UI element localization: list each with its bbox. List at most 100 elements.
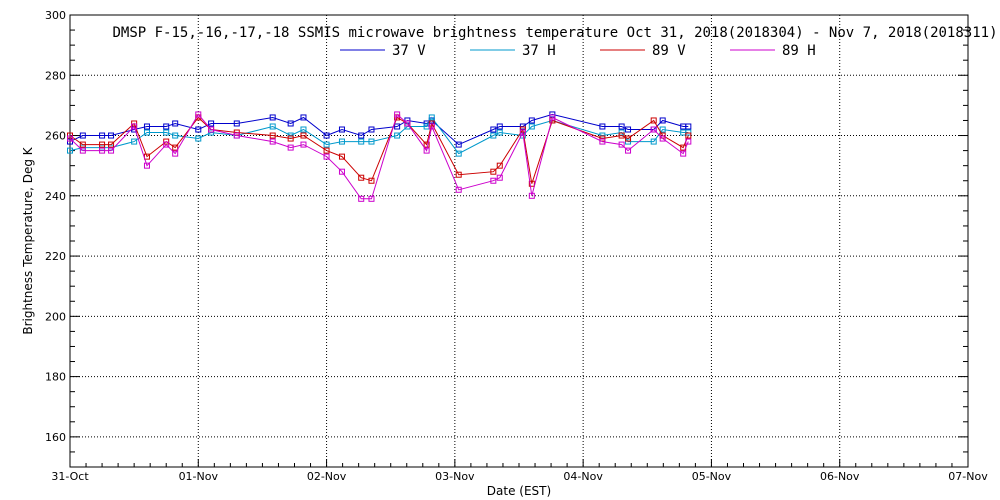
data-point-37-h: [300, 126, 307, 133]
data-point-37-h: [528, 123, 535, 130]
data-point-89-h: [519, 129, 526, 136]
data-point-89-h: [143, 162, 150, 169]
data-point-89-h: [404, 120, 411, 127]
data-point-37-h: [131, 138, 138, 145]
y-tick-label: 180: [45, 371, 66, 384]
data-point-37-v: [208, 120, 215, 127]
data-point-37-v: [394, 123, 401, 130]
data-point-37-v: [490, 126, 497, 133]
data-point-89-h: [618, 141, 625, 148]
data-point-89-h: [685, 138, 692, 145]
y-tick-label: 160: [45, 431, 66, 444]
data-point-89-v: [338, 153, 345, 160]
series-line-89-h: [69, 113, 689, 200]
data-point-89-h: [67, 135, 73, 142]
data-point-37-v: [99, 132, 106, 139]
data-point-37-h: [490, 132, 497, 139]
x-tick-label: 05-Nov: [692, 470, 732, 483]
data-point-37-v: [143, 123, 150, 130]
data-point-89-h: [599, 138, 606, 145]
data-point-37-h: [428, 114, 435, 121]
data-point-37-h: [208, 129, 215, 136]
data-point-89-v: [455, 171, 462, 178]
data-point-89-h: [358, 195, 365, 202]
data-point-89-h: [287, 144, 294, 151]
data-point-89-h: [496, 174, 503, 181]
data-point-89-h: [131, 123, 138, 130]
series-89-h: [67, 111, 692, 202]
data-point-89-v: [490, 168, 497, 175]
x-tick-label: 06-Nov: [820, 470, 860, 483]
y-tick-label: 240: [45, 190, 66, 203]
data-point-37-v: [195, 126, 202, 133]
data-point-37-h: [659, 126, 666, 133]
data-point-37-v: [300, 114, 307, 121]
data-point-37-v: [455, 141, 462, 148]
data-point-89-v: [287, 135, 294, 142]
data-point-89-h: [195, 111, 202, 118]
data-point-89-h: [428, 123, 435, 130]
data-point-89-h: [490, 177, 497, 184]
grid: [70, 15, 968, 467]
data-point-89-v: [685, 132, 692, 139]
data-point-89-h: [394, 111, 401, 118]
data-point-89-h: [269, 138, 276, 145]
data-point-37-h: [368, 138, 375, 145]
legend-label-37-v: 37 V: [392, 43, 426, 59]
data-point-37-v: [108, 132, 115, 139]
data-point-89-h: [208, 126, 215, 133]
data-point-89-v: [528, 180, 535, 187]
data-point-89-v: [423, 141, 430, 148]
y-tick-label: 300: [45, 9, 66, 22]
data-point-37-h: [338, 138, 345, 145]
x-tick-label: 03-Nov: [435, 470, 475, 483]
data-point-37-h: [323, 141, 330, 148]
data-point-89-h: [423, 147, 430, 154]
data-point-37-v: [269, 114, 276, 121]
x-tick-label: 02-Nov: [307, 470, 347, 483]
data-point-37-v: [338, 126, 345, 133]
data-point-37-h: [172, 132, 179, 139]
data-point-89-h: [368, 195, 375, 202]
legend: 37 V 37 H 89 V 89 H: [340, 43, 816, 59]
data-point-89-h: [455, 186, 462, 193]
data-point-89-v: [108, 141, 115, 148]
data-point-37-h: [143, 129, 150, 136]
x-tick-label: 04-Nov: [563, 470, 603, 483]
series-line-37-v: [69, 113, 689, 146]
data-point-37-h: [358, 138, 365, 145]
series-line-89-v: [69, 116, 689, 184]
data-point-37-v: [528, 117, 535, 124]
data-point-89-h: [300, 141, 307, 148]
tick-labels: 31-Oct 01-Nov 02-Nov 03-Nov 04-Nov 05-Nov 06-N…: [45, 9, 988, 483]
data-point-89-h: [528, 192, 535, 199]
data-point-89-h: [338, 168, 345, 175]
x-tick-label: 07-Nov: [948, 470, 988, 483]
data-point-37-v: [618, 123, 625, 130]
data-point-89-h: [650, 126, 657, 133]
data-point-37-v: [163, 123, 170, 130]
data-point-89-h: [323, 153, 330, 160]
data-point-89-h: [625, 147, 632, 154]
data-point-89-h: [680, 150, 687, 157]
data-point-37-h: [163, 129, 170, 136]
data-point-89-v: [172, 144, 179, 151]
data-point-89-h: [233, 132, 240, 139]
data-point-89-v: [323, 147, 330, 154]
data-point-89-h: [108, 147, 115, 154]
data-point-37-v: [233, 120, 240, 127]
data-point-37-v: [323, 132, 330, 139]
y-tick-label: 280: [45, 69, 66, 82]
data-point-37-v: [358, 132, 365, 139]
data-point-37-v: [625, 126, 632, 133]
y-tick-label: 220: [45, 250, 66, 263]
data-point-37-v: [368, 126, 375, 133]
y-tick-label: 260: [45, 130, 66, 143]
data-point-89-h: [99, 147, 106, 154]
data-point-37-v: [172, 120, 179, 127]
data-point-89-v: [496, 162, 503, 169]
data-point-89-h: [172, 150, 179, 157]
data-point-37-v: [659, 117, 666, 124]
data-point-89-h: [79, 147, 86, 154]
